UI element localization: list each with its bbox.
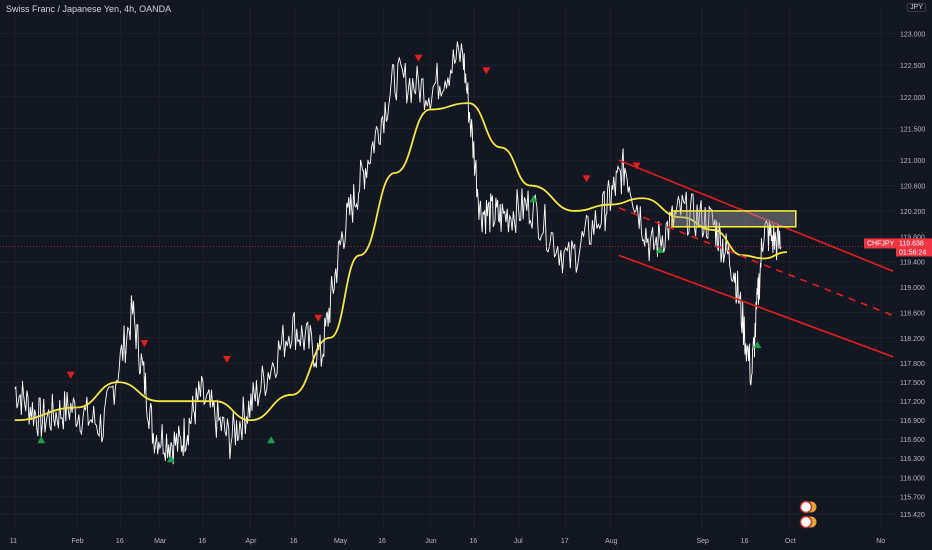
moving-average-line	[14, 102, 787, 422]
price-tick-label: 122.000	[900, 95, 925, 102]
price-tick-label: 117.500	[900, 380, 925, 387]
sell-signal-icon	[482, 67, 491, 75]
symbol-tag-label: CHFJPY	[867, 240, 895, 247]
price-tick-label: 119.400	[900, 260, 925, 267]
time-tick-label: Feb	[72, 538, 84, 545]
buy-signal-icon	[37, 436, 46, 444]
time-axis[interactable]: 11 Feb 16 Mar 16 Apr 16 May 16 Jun 16 Jul 17 Aug Sep 16…	[0, 532, 896, 550]
event-marker-icon	[799, 515, 813, 529]
sell-signal-icon	[414, 54, 423, 62]
price-tick-label: 120.200	[900, 209, 925, 216]
chart-title: Swiss Franc / Japanese Yen, 4h, OANDA	[6, 4, 172, 14]
time-tick-label: Oct	[785, 538, 796, 545]
buy-signal-icon	[753, 341, 762, 349]
event-marker-icon	[799, 500, 813, 514]
price-tick-label: 121.000	[900, 158, 925, 165]
time-tick-label: 16	[116, 538, 124, 545]
time-tick-label: May	[334, 538, 348, 545]
price-tag	[896, 238, 932, 257]
price-tick-label: 116.600	[900, 437, 925, 444]
price-tick-label: 121.500	[900, 126, 925, 133]
plot-area	[0, 41, 896, 529]
gridlines	[0, 8, 896, 528]
time-tick-label: 16	[470, 538, 478, 545]
channel-midline	[618, 207, 894, 317]
time-tick-label: Jul	[514, 538, 523, 545]
time-tick-label: 16	[378, 538, 386, 545]
sell-signal-icon	[314, 314, 323, 322]
time-tick-label: 16	[741, 538, 749, 545]
price-tick-label: 118.200	[900, 336, 925, 343]
price-tick-label: 116.300	[900, 456, 925, 463]
sell-signal-icon	[582, 175, 591, 183]
price-tick-label: 122.500	[900, 63, 925, 70]
price-tick-label: 115.700	[900, 494, 925, 501]
price-tag-countdown: 01:56:24	[899, 249, 926, 256]
price-tick-label: 115.420	[900, 512, 925, 519]
buy-signal-icon	[529, 195, 538, 203]
price-tick-label: 119.800	[900, 234, 925, 241]
price-tick-label: 117.200	[900, 399, 925, 406]
sell-signal-icon	[66, 371, 75, 379]
time-axis-bg	[0, 532, 896, 550]
time-tick-label: 11	[10, 538, 17, 545]
sell-signal-icon	[632, 162, 641, 170]
price-tick-label: 117.800	[900, 361, 925, 368]
channel-line	[618, 159, 894, 272]
price-tick-label: 116.000	[900, 475, 925, 482]
symbol-tag	[864, 238, 896, 249]
price-tick-label: 116.900	[900, 418, 925, 425]
time-tick-label: Aug	[605, 538, 618, 545]
time-tick-label: No	[876, 538, 885, 545]
time-tick-label: Sep	[696, 538, 709, 545]
time-tick-label: 17	[561, 538, 569, 545]
time-tick-label: 16	[290, 538, 298, 545]
buy-signal-icon	[166, 455, 175, 463]
time-tick-label: Mar	[154, 538, 167, 545]
price-tag-value: 119.638	[899, 240, 924, 247]
sell-signal-icon	[222, 355, 231, 363]
price-tick-label: 123.000	[900, 31, 925, 38]
price-axis-bg	[896, 0, 932, 550]
price-tick-label: 119.000	[900, 285, 925, 292]
price-axis[interactable]: 123.000 122.500 122.000 121.500 121.000 120.6…	[864, 0, 932, 550]
resistance-zone	[671, 210, 797, 228]
price-tick-label: 120.600	[900, 184, 925, 191]
sell-signal-icon	[140, 340, 149, 348]
channel-line	[618, 254, 894, 358]
time-tick-label: 16	[198, 538, 206, 545]
price-tick-label: 118.600	[900, 310, 925, 317]
time-tick-label: Jun	[425, 538, 436, 545]
buy-signal-icon	[656, 245, 665, 253]
buy-signal-icon	[267, 436, 276, 444]
price-series	[14, 41, 782, 465]
time-tick-label: Apr	[246, 538, 258, 545]
currency-button[interactable]: JPY	[907, 3, 926, 12]
